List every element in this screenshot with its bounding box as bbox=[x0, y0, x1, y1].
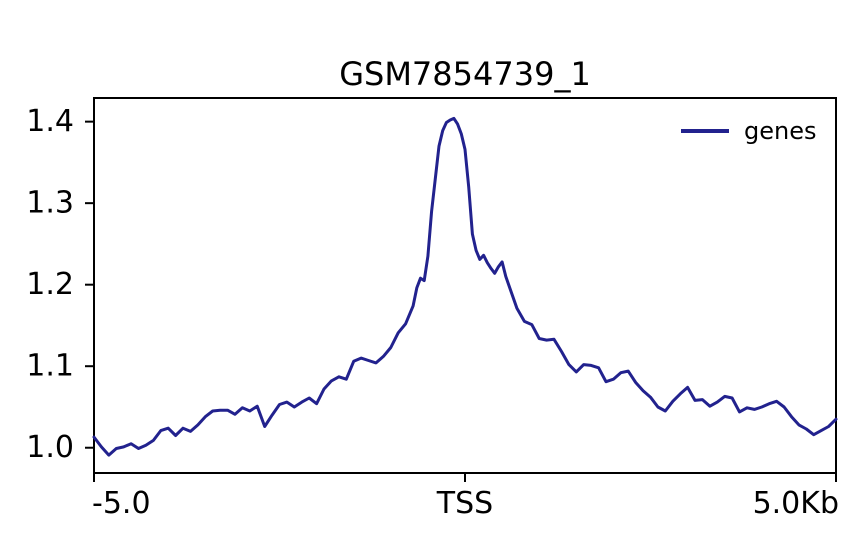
legend-label: genes bbox=[744, 117, 816, 145]
y-tick-label: 1.0 bbox=[26, 430, 74, 465]
y-tick-label: 1.1 bbox=[26, 349, 74, 384]
x-tick-label: -5.0 bbox=[92, 486, 151, 521]
y-tick-label: 1.3 bbox=[26, 186, 74, 221]
x-tick-label: TSS bbox=[436, 486, 493, 521]
x-tick-label: 5.0Kb bbox=[753, 486, 839, 521]
genes-line bbox=[92, 116, 838, 457]
chart-title: GSM7854739_1 bbox=[339, 55, 591, 93]
x-axis: -5.0 TSS 5.0Kb bbox=[92, 473, 839, 521]
y-tick-label: 1.2 bbox=[26, 267, 74, 302]
y-axis: 1.0 1.1 1.2 1.3 1.4 bbox=[26, 104, 94, 465]
legend: genes bbox=[681, 117, 816, 145]
y-tick-label: 1.4 bbox=[26, 104, 74, 139]
